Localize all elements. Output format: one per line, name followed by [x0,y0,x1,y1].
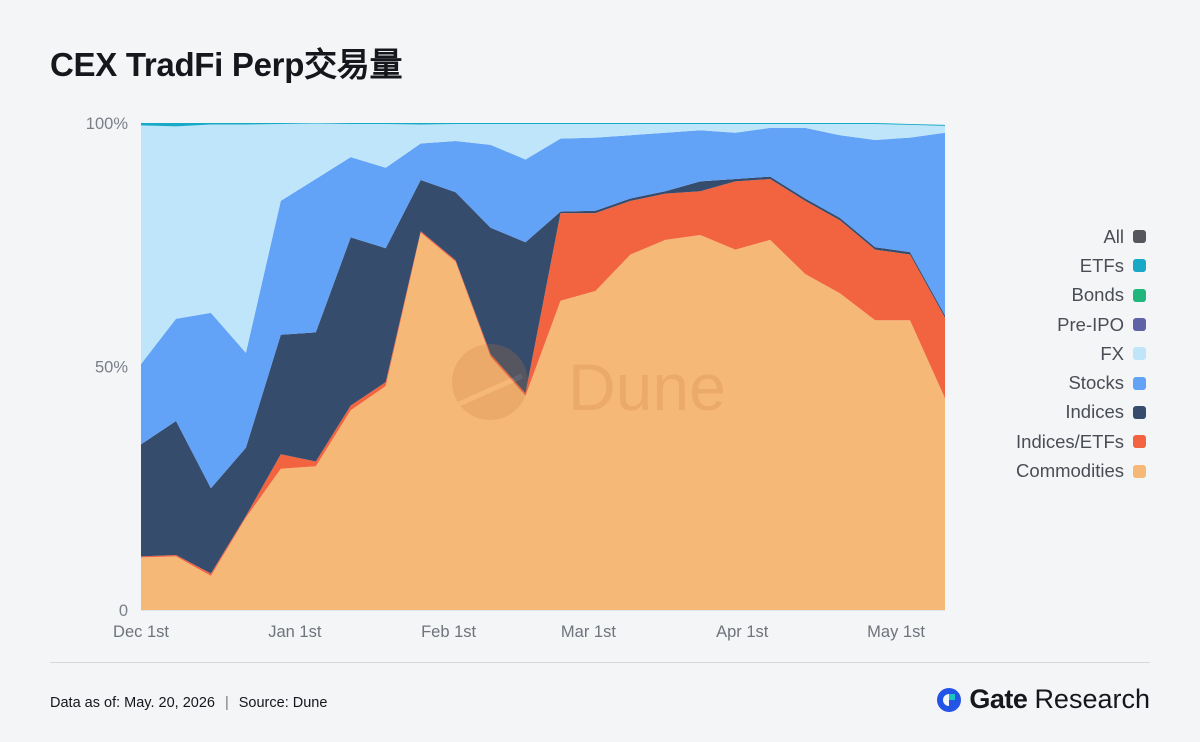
legend-swatch [1133,376,1146,390]
legend-label: Indices/ETFs [1016,430,1124,452]
x-tick-label: Dec 1st [113,623,169,641]
area-indices [141,176,945,574]
legend-item[interactable]: Stocks [980,368,1146,397]
legend-swatch [1133,230,1146,244]
area-commodities [141,232,945,610]
x-tick-label: Mar 1st [561,623,616,641]
brand-research: Research [1034,684,1150,714]
legend-item[interactable]: Indices [980,398,1146,427]
x-tick-label: Apr 1st [716,623,769,641]
chart-title: CEX TradFi Perp交易量 [50,46,403,83]
dune-watermark: Dune [452,344,726,424]
legend: All ETFs Bonds Pre-IPO FX Stocks Indices Indice… [980,222,1146,486]
legend-label: Pre-IPO [1057,313,1124,335]
legend-item[interactable]: Pre-IPO [980,310,1146,339]
y-tick-label: 50% [95,359,128,377]
legend-item[interactable]: Commodities [980,456,1146,485]
legend-item[interactable]: ETFs [980,251,1146,280]
area-stocks [141,127,945,489]
legend-label: Stocks [1068,372,1124,394]
data-as-of: Data as of: May. 20, 2026 [50,695,215,711]
watermark-text: Dune [568,350,726,424]
gate-research-brand: Gate Research [935,684,1150,715]
legend-label: All [1103,225,1124,247]
y-tick-label: 100% [86,115,129,133]
legend-item[interactable]: Indices/ETFs [980,427,1146,456]
brand-gate: Gate [969,684,1028,714]
legend-swatch [1133,347,1146,361]
legend-swatch [1133,288,1146,302]
legend-item[interactable]: FX [980,339,1146,368]
footer-separator: | [224,695,229,711]
source-text: Source: Dune [238,695,328,711]
x-tick-label: Jan 1st [268,623,322,641]
area-etfs [141,123,945,127]
legend-label: Commodities [1016,460,1124,482]
legend-label: ETFs [1079,254,1124,276]
y-tick-label: 0 [119,602,128,620]
x-tick-label: May 1st [867,623,925,641]
legend-swatch [1133,259,1146,273]
legend-swatch [1133,405,1146,419]
area-fx [141,123,945,365]
legend-item[interactable]: Bonds [980,281,1146,310]
footer-divider [50,662,1150,663]
footer-meta: Data as of: May. 20, 2026 | Source: Dune [50,695,327,711]
legend-label: Bonds [1071,284,1124,306]
legend-swatch [1133,318,1146,332]
legend-label: Indices [1065,401,1124,423]
legend-swatch [1133,464,1146,478]
x-tick-label: Feb 1st [421,623,476,641]
gate-logo-icon [937,687,962,712]
legend-swatch [1133,435,1146,449]
legend-item[interactable]: All [980,222,1146,251]
dune-logo-icon [452,344,528,420]
legend-label: FX [1100,342,1124,364]
